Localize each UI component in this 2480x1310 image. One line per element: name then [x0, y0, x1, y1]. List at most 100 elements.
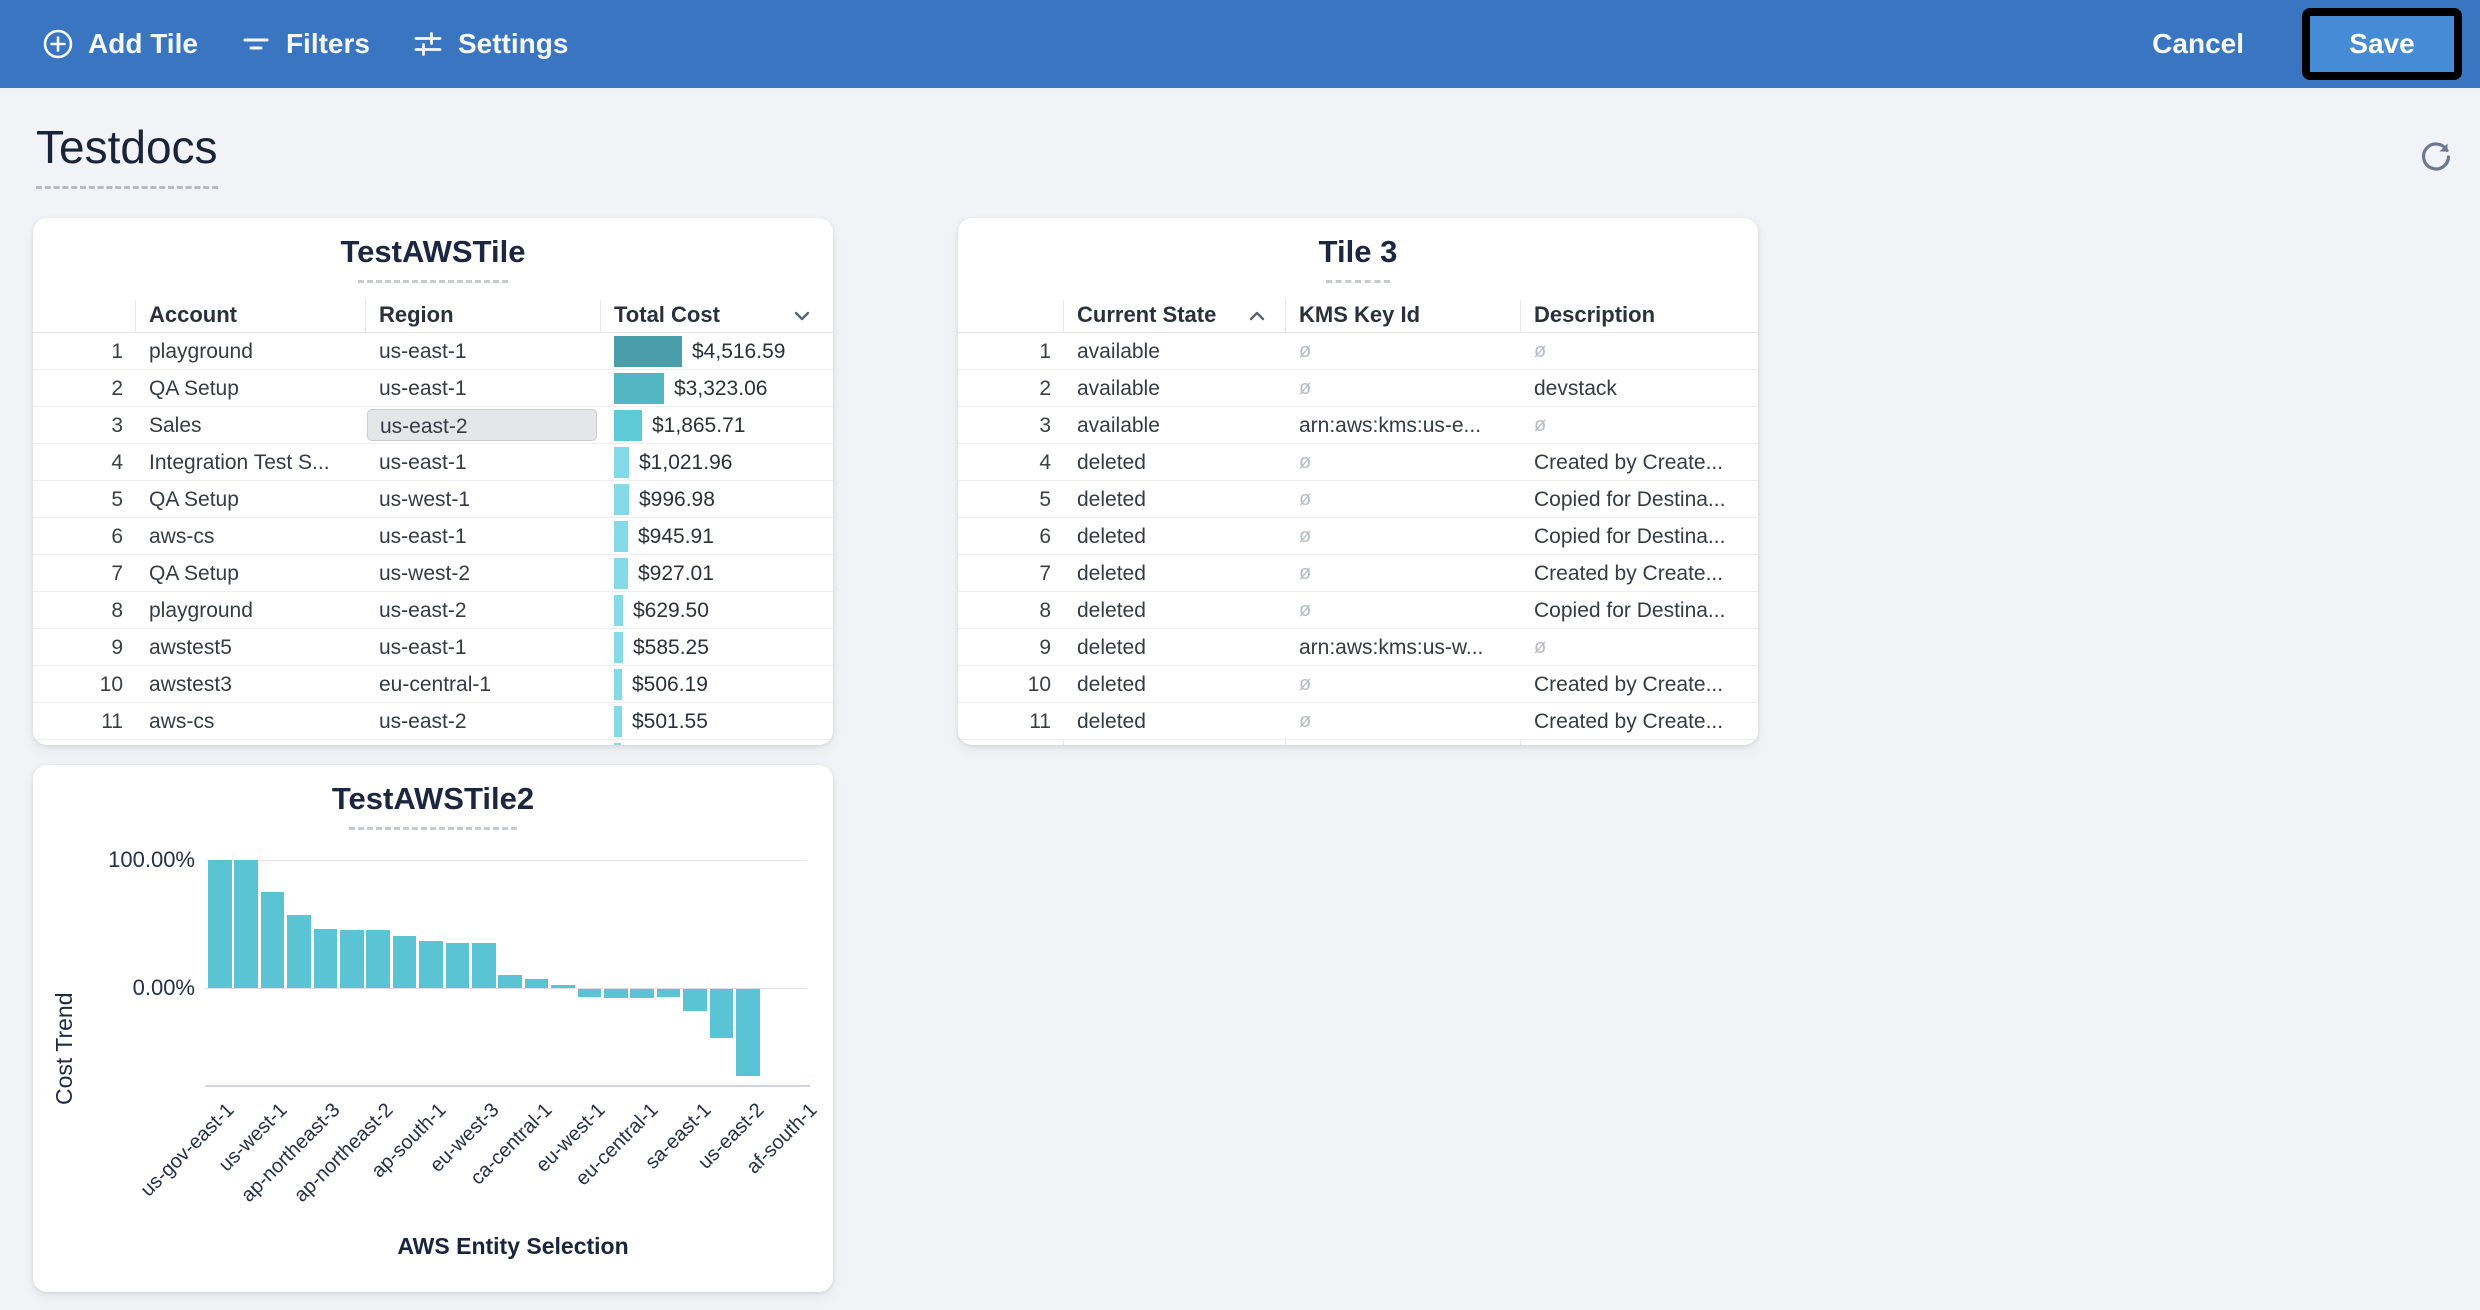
cell-region[interactable] [379, 740, 589, 745]
cell-description[interactable]: Copied for Destina... [1534, 488, 1726, 511]
cell-kms-key-id[interactable]: ø [1299, 377, 1312, 399]
cell-account[interactable]: QA Setup [149, 488, 239, 511]
cell-total-cost[interactable]: $945.91 [638, 525, 714, 548]
cell-description[interactable]: Created by Create... [1534, 451, 1724, 474]
cell-kms-key-id[interactable]: ø [1299, 710, 1312, 732]
table-row: 11 deleted ø Created by Create... [958, 703, 1758, 740]
column-header-total-cost[interactable]: Total Cost [614, 302, 720, 327]
chevron-up-icon[interactable] [1246, 305, 1268, 332]
tile-title[interactable]: TestAWSTile2 [331, 781, 535, 816]
cell-current-state[interactable]: deleted [1077, 562, 1146, 585]
cell-current-state[interactable]: deleted [1077, 451, 1146, 474]
cell-description[interactable]: Copied for Destina... [1534, 599, 1726, 622]
cost-bar [614, 706, 622, 737]
cell-account[interactable]: aws-cs [149, 710, 215, 733]
cell-total-cost[interactable]: $996.98 [639, 488, 715, 511]
settings-button[interactable]: Settings [412, 28, 568, 60]
cell-total-cost[interactable]: $629.50 [633, 599, 709, 622]
cell-account[interactable]: QA Setup [149, 377, 239, 400]
cell-description[interactable]: Created by Create... [1534, 562, 1724, 585]
cell-description[interactable]: devstack [1534, 377, 1617, 400]
cell-current-state[interactable]: deleted [1077, 488, 1146, 511]
cell-current-state[interactable]: deleted [1077, 636, 1146, 659]
cost-bar [614, 669, 622, 700]
cell-total-cost[interactable]: $927.01 [638, 562, 714, 585]
filter-lines-icon [240, 28, 272, 60]
cell-region[interactable]: us-east-2 [379, 710, 467, 733]
cell-account[interactable]: Integration Test S... [149, 451, 330, 474]
cell-region[interactable]: us-east-2 [379, 599, 467, 622]
cell-kms-key-id[interactable]: ø [1299, 451, 1312, 473]
table-row: 7 QA Setup us-west-2 $927.01 [33, 555, 833, 592]
cell-description[interactable]: ø [1534, 340, 1547, 362]
tile-title[interactable]: Tile 3 [1318, 234, 1398, 269]
cell-total-cost[interactable]: $585.25 [633, 636, 709, 659]
cell-region[interactable]: us-east-1 [379, 525, 467, 548]
cell-kms-key-id[interactable]: ø [1299, 488, 1312, 510]
chevron-down-icon[interactable] [791, 305, 813, 332]
cell-account[interactable]: playground [149, 599, 253, 622]
column-header-kms-key-id[interactable]: KMS Key Id [1299, 302, 1421, 327]
cell-account[interactable]: QA Setup [149, 562, 239, 585]
cell-current-state[interactable]: deleted [1077, 599, 1146, 622]
table-row: 5 deleted ø Copied for Destina... [958, 481, 1758, 518]
table-row: 4 deleted ø Created by Create... [958, 444, 1758, 481]
cell-current-state[interactable]: deleted [1077, 673, 1146, 696]
cell-region[interactable]: us-west-1 [379, 488, 471, 511]
cell-current-state[interactable]: available [1077, 340, 1160, 363]
cell-description[interactable]: Created by Create... [1534, 710, 1724, 733]
cell-region[interactable]: us-east-2 [380, 415, 468, 438]
save-button[interactable]: Save [2310, 16, 2454, 72]
cell-current-state[interactable]: available [1077, 414, 1160, 437]
add-tile-button[interactable]: Add Tile [42, 28, 198, 60]
cell-kms-key-id[interactable]: ø [1299, 562, 1312, 584]
cell-current-state[interactable]: available [1077, 377, 1160, 400]
selected-cell[interactable]: us-east-2 [367, 409, 597, 441]
cell-kms-key-id[interactable]: ø [1299, 340, 1312, 362]
cell-account[interactable]: playground [149, 340, 253, 363]
cell-region[interactable]: us-east-1 [379, 636, 467, 659]
tile-title[interactable]: TestAWSTile [340, 234, 526, 269]
cell-region[interactable]: us-east-1 [379, 451, 467, 474]
cell-kms-key-id[interactable]: ø [1299, 673, 1312, 695]
cell-current-state[interactable]: deleted [1077, 710, 1146, 733]
row-number [33, 740, 123, 745]
chart-bar [208, 860, 232, 988]
column-header-account[interactable]: Account [149, 302, 237, 327]
cell-total-cost[interactable]: $506.19 [632, 673, 708, 696]
cell-total-cost[interactable]: $4,516.59 [692, 340, 786, 363]
cell-account[interactable]: aws-cs [149, 525, 215, 548]
cell-description[interactable]: Created by Create... [1534, 673, 1724, 696]
add-tile-label: Add Tile [88, 28, 198, 59]
cell-description[interactable]: ø [1534, 636, 1547, 658]
cell-region[interactable]: us-west-2 [379, 562, 471, 585]
cell-kms-key-id[interactable]: ø [1299, 599, 1312, 621]
cancel-button[interactable]: Cancel [2152, 28, 2244, 59]
cell-kms-key-id[interactable]: arn:aws:kms:us-e... [1299, 414, 1482, 437]
refresh-button[interactable] [2412, 134, 2460, 182]
cell-region[interactable]: us-east-1 [379, 377, 467, 400]
cell-total-cost[interactable]: $3,323.06 [674, 377, 768, 400]
column-header-region[interactable]: Region [379, 302, 454, 327]
column-header-description[interactable]: Description [1534, 302, 1656, 327]
cell-region[interactable]: us-east-1 [379, 340, 467, 363]
cell-total-cost[interactable]: $1,021.96 [639, 451, 733, 474]
column-header-current-state[interactable]: Current State [1077, 302, 1217, 327]
cell-total-cost[interactable]: $1,865.71 [652, 414, 746, 437]
page-title[interactable]: Testdocs [36, 120, 218, 189]
cell-region[interactable]: eu-central-1 [379, 673, 492, 696]
cell-description[interactable]: ø [1534, 414, 1547, 436]
filters-button[interactable]: Filters [240, 28, 370, 60]
cell-account[interactable]: Sales [149, 414, 202, 437]
cell-total-cost[interactable]: $501.55 [632, 710, 708, 733]
row-number: 3 [1039, 414, 1051, 437]
cell-description[interactable]: Copied for Destina... [1534, 525, 1726, 548]
row-number: 5 [1039, 488, 1051, 511]
cell-account[interactable]: awstest3 [149, 673, 232, 696]
cell-account[interactable] [149, 740, 355, 745]
table-row: 6 deleted ø Copied for Destina... [958, 518, 1758, 555]
cell-kms-key-id[interactable]: arn:aws:kms:us-w... [1299, 636, 1484, 659]
cell-account[interactable]: awstest5 [149, 636, 232, 659]
cell-current-state[interactable]: deleted [1077, 525, 1146, 548]
cell-kms-key-id[interactable]: ø [1299, 525, 1312, 547]
